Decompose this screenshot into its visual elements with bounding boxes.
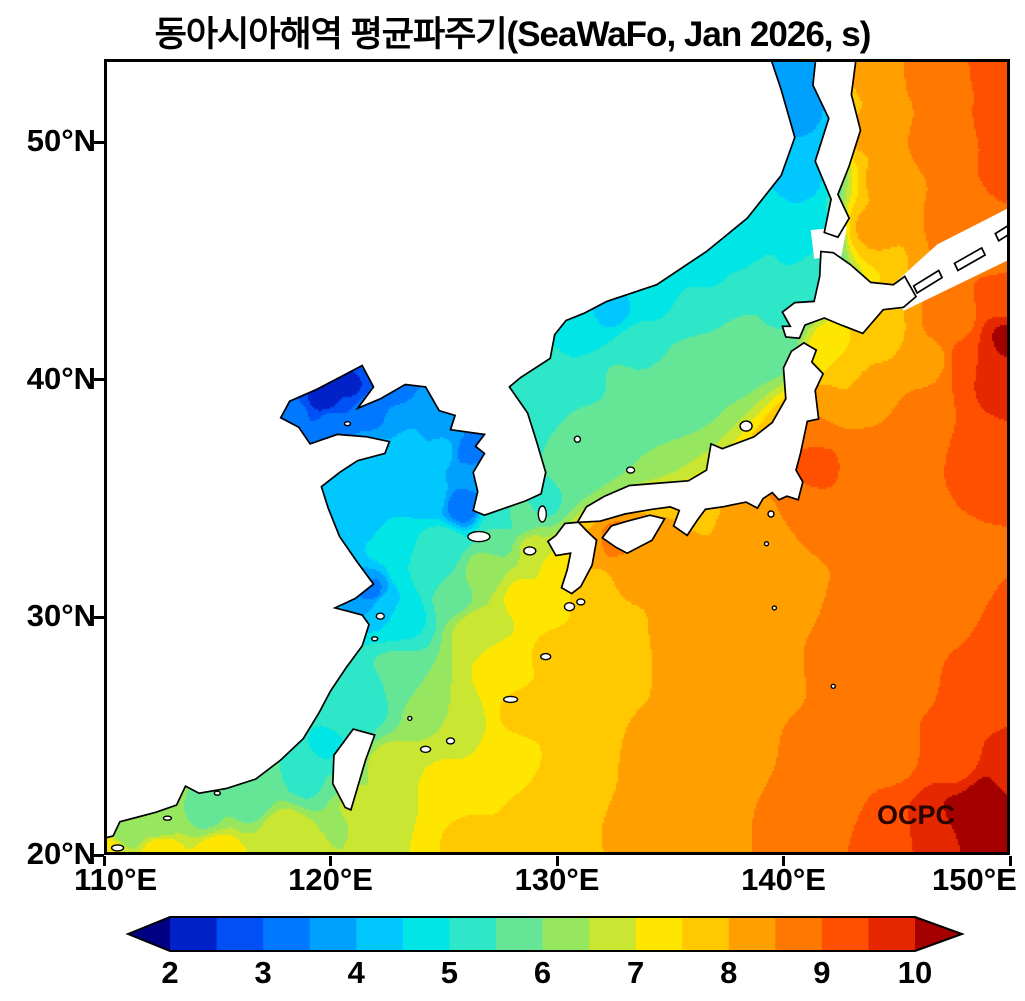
coastline-overlay: [104, 59, 1010, 852]
colorbar-cell: [589, 917, 637, 951]
colorbar-cell: [402, 917, 450, 951]
y-tick: [94, 140, 104, 144]
colorbar-over-arrow: [915, 917, 962, 951]
colorbar-cell: [682, 917, 730, 951]
colorbar-tick-label: 5: [440, 955, 458, 990]
colorbar-tick-label: 6: [533, 955, 552, 990]
y-tick: [94, 378, 104, 382]
island: [573, 435, 582, 443]
y-tick: [94, 615, 104, 619]
colorbar-outline: [125, 916, 965, 952]
island: [763, 541, 770, 547]
island: [540, 652, 552, 661]
map-plot-area: OCPC: [104, 59, 1010, 855]
colorbar-cell: [821, 917, 870, 951]
y-tick: [94, 853, 104, 857]
island: [767, 510, 775, 518]
land-mainland: [104, 59, 796, 839]
island: [419, 745, 432, 753]
x-tick: [329, 856, 332, 866]
colorbar-tick-label: 3: [254, 955, 272, 990]
colorbar-cell: [868, 917, 916, 951]
island: [576, 598, 586, 606]
colorbar-cell: [216, 917, 264, 951]
island: [343, 421, 352, 427]
x-tick: [1008, 856, 1012, 866]
island: [162, 815, 173, 821]
island: [771, 605, 778, 611]
colorbar-tick-label: 8: [720, 955, 738, 990]
colorbar-cell: [542, 917, 590, 951]
y-tick-label: 20°N: [26, 836, 96, 871]
island: [213, 790, 222, 796]
colorbar-tick-label: 2: [161, 955, 179, 990]
colorbar-cell: [263, 917, 311, 951]
island: [830, 683, 836, 689]
land-sakhalin: [812, 59, 862, 239]
island: [371, 636, 379, 642]
land-hokkaido: [781, 250, 918, 340]
x-tick-label: 110°E: [74, 862, 158, 897]
colorbar-cell: [635, 917, 683, 951]
y-tick-label: 40°N: [26, 360, 96, 396]
island: [563, 602, 576, 612]
x-tick: [555, 856, 559, 866]
island: [110, 844, 125, 852]
island: [375, 612, 385, 620]
island: [523, 546, 537, 556]
colorbar: [125, 916, 965, 952]
island: [445, 737, 456, 745]
colorbar-cell: [728, 917, 776, 951]
chart-title: 동아시아해역 평균파주기(SeaWaFo, Jan 2026, s): [154, 15, 872, 54]
island: [537, 505, 547, 523]
x-tick: [782, 856, 785, 866]
island: [407, 715, 413, 722]
y-tick-label: 50°N: [26, 123, 96, 159]
colorbar-cell: [309, 917, 357, 951]
land-taiwan: [331, 728, 376, 812]
colorbar-cell: [170, 917, 218, 951]
land-shikoku: [601, 514, 666, 555]
colorbar-under-arrow: [128, 917, 170, 951]
island: [502, 695, 519, 704]
island: [625, 466, 636, 474]
colorbar-tick-label: 4: [347, 955, 365, 990]
colorbar-cell: [495, 917, 544, 951]
land-kuril_3: [994, 223, 1010, 243]
colorbar-tick-label: 9: [813, 955, 831, 990]
colorbar-tick-label: 10: [897, 955, 933, 990]
x-tick: [102, 856, 106, 866]
colorbar-tick-label: 7: [627, 955, 645, 990]
watermark-ocpc: OCPC: [876, 800, 955, 830]
island: [739, 420, 753, 432]
x-tick-label: 150°E: [931, 862, 1017, 897]
land-kyushu: [546, 521, 598, 595]
land-honshu: [575, 341, 825, 537]
land-kuril_1: [912, 269, 944, 295]
colorbar-cell: [775, 917, 823, 951]
land-kuril_2: [953, 246, 987, 272]
x-tick-label: 140°E: [741, 862, 826, 897]
colorbar-cell: [449, 917, 497, 951]
y-tick-label: 30°N: [26, 598, 96, 634]
colorbar-cell: [356, 917, 404, 951]
island: [467, 530, 491, 543]
x-tick-label: 130°E: [514, 862, 600, 897]
x-tick-label: 120°E: [288, 862, 373, 897]
